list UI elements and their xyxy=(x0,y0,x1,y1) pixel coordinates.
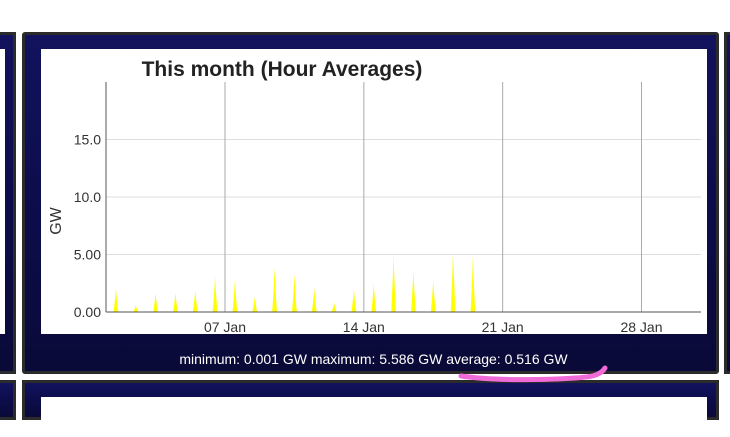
maximum-label: maximum: xyxy=(310,351,376,367)
y-tick-label: 0.00 xyxy=(74,304,101,320)
bottom-left-card xyxy=(0,380,16,420)
chart-svg: This month (Hour Averages) 0.00 5.00 10.0 1… xyxy=(48,58,701,334)
x-tick-label: 28 Jan xyxy=(620,319,662,334)
highlight-underline xyxy=(458,365,608,383)
data-peak xyxy=(450,249,456,312)
average-value: 0.516 GW xyxy=(504,351,568,367)
y-tick-label: 15.0 xyxy=(74,132,101,148)
average-label: average: xyxy=(446,351,501,367)
y-tick-label: 5.00 xyxy=(74,247,101,263)
chart-area: This month (Hour Averages) 0.00 5.00 10.0 1… xyxy=(41,49,707,334)
data-peak xyxy=(292,274,297,312)
stats-summary: minimum: 0.001 GW maximum: 5.586 GW aver… xyxy=(25,351,722,367)
y-tick-label: 10.0 xyxy=(74,189,101,205)
data-peak xyxy=(153,292,158,312)
data-peak xyxy=(212,276,218,312)
next-card-body xyxy=(41,397,707,437)
minimum-value: 0.001 GW xyxy=(243,351,307,367)
data-peak xyxy=(470,256,476,312)
x-tick-label: 14 Jan xyxy=(343,319,385,334)
data-peak xyxy=(430,279,436,312)
data-peak xyxy=(411,269,416,312)
maximum-value: 5.586 GW xyxy=(379,351,443,367)
data-peak xyxy=(311,287,317,312)
right-card xyxy=(724,32,730,374)
data-peak xyxy=(192,290,198,312)
x-tick-label: 21 Jan xyxy=(482,319,524,334)
data-peak xyxy=(351,289,357,312)
data-peak xyxy=(272,267,277,312)
next-card xyxy=(22,380,719,437)
data-peak xyxy=(173,292,178,312)
data-peak xyxy=(252,297,258,312)
minimum-label: minimum: xyxy=(179,351,241,367)
data-peak xyxy=(331,302,337,312)
left-card xyxy=(0,32,16,374)
data-peak xyxy=(133,305,139,312)
data-peak xyxy=(232,279,238,312)
data-peak xyxy=(391,254,396,312)
left-card-body xyxy=(0,49,5,334)
y-axis-label: GW xyxy=(48,206,65,234)
x-tick-label: 07 Jan xyxy=(204,319,246,334)
chart-title: This month (Hour Averages) xyxy=(142,58,423,81)
chart-card: This month (Hour Averages) 0.00 5.00 10.0 1… xyxy=(22,32,719,374)
data-peak xyxy=(113,287,119,312)
data-peak xyxy=(371,283,377,312)
